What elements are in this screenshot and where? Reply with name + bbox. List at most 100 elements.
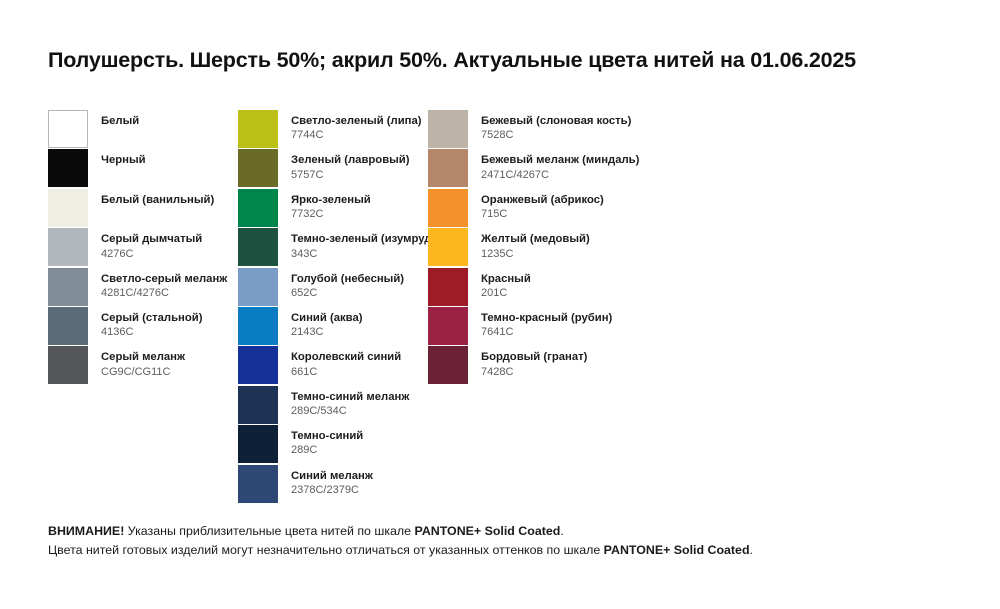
swatch-row: Белый — [48, 110, 238, 149]
footer-line-2: Цвета нитей готовых изделий могут незнач… — [48, 541, 958, 560]
page-title: Полушерсть. Шерсть 50%; акрил 50%. Актуа… — [48, 48, 856, 72]
swatch-name: Серый (стальной) — [101, 311, 203, 324]
color-chip — [238, 110, 278, 148]
swatch-pantone-code: 7641C — [481, 326, 514, 339]
color-chip — [428, 306, 468, 345]
color-chip — [238, 267, 278, 306]
footer-line-1-end: . — [560, 524, 564, 538]
swatch-name: Серый меланж — [101, 351, 186, 364]
swatch-row: Темно-синий меланж 289C/534C — [238, 385, 428, 425]
swatch-name: Бежевый (слоновая кость) — [481, 115, 632, 127]
swatch-pantone-code: 289C/534C — [291, 405, 347, 418]
swatch-name: Белый (ванильный) — [101, 193, 215, 206]
color-chip — [48, 267, 88, 306]
swatch-pantone-code: 7732C — [291, 208, 324, 221]
swatch-row: Синий меланж 2378C/2379C — [238, 464, 428, 504]
swatch-name: Синий (аква) — [291, 311, 363, 324]
swatch-name: Серый дымчатый — [101, 233, 203, 246]
footer-notice: ВНИМАНИЕ! Указаны приблизительные цвета … — [48, 522, 958, 560]
swatch-labels: Черный — [101, 149, 146, 167]
swatch-pantone-code: 201C — [481, 286, 508, 299]
column-neutrals: Белый Черный Белый (ванильный) Серый дымчат… — [48, 110, 238, 386]
swatch-labels: Серый дымчатый 4276C — [101, 228, 202, 260]
swatch-labels: Светло-зеленый (липа) 7744C — [291, 110, 422, 142]
swatch-name: Темно-красный (рубин) — [481, 311, 613, 324]
color-chip — [48, 188, 88, 227]
swatch-row: Светло-зеленый (липа) 7744C — [238, 110, 428, 149]
color-chip — [48, 306, 88, 345]
swatch-pantone-code: 5757C — [291, 168, 324, 181]
color-chip — [238, 188, 278, 227]
swatch-row: Голубой (небесный) 652C — [238, 267, 428, 307]
swatch-name: Темно-синий меланж — [291, 390, 410, 403]
footer-line-1-text: Указаны приблизительные цвета нитей по ш… — [124, 524, 415, 538]
swatch-row: Ярко-зеленый 7732C — [238, 188, 428, 228]
swatch-row: Желтый (медовый) 1235C — [428, 228, 728, 267]
swatch-pantone-code: 4276C — [101, 247, 134, 260]
swatch-name: Бордовый (гранат) — [481, 351, 588, 364]
swatch-labels: Синий меланж 2378C/2379C — [291, 465, 373, 497]
color-chip — [48, 346, 88, 385]
swatch-name: Королевский синий — [291, 351, 402, 364]
color-chip — [428, 267, 468, 306]
swatch-pantone-code: 2378C/2379C — [291, 483, 359, 496]
color-chip — [238, 228, 278, 267]
swatch-pantone-code: 7528C — [481, 129, 514, 142]
swatch-row: Темно-синий 289C — [238, 425, 428, 464]
swatch-name: Голубой (небесный) — [291, 272, 405, 285]
swatch-labels: Бордовый (гранат) 7428C — [481, 346, 587, 378]
swatch-pantone-code: 343C — [291, 247, 318, 260]
swatch-pantone-code: 4136C — [101, 326, 134, 339]
swatch-labels: Белый — [101, 110, 139, 128]
swatch-pantone-code: 652C — [291, 286, 318, 299]
swatch-name: Красный — [481, 272, 531, 285]
swatch-name: Зеленый (лавровый) — [291, 154, 410, 167]
color-chip — [238, 464, 278, 503]
swatch-labels: Бежевый меланж (миндаль) 2471C/4267C — [481, 149, 639, 181]
swatch-row: Темно-красный (рубин) 7641C — [428, 306, 728, 346]
swatch-labels: Серый (стальной) 4136C — [101, 307, 203, 339]
swatch-labels: Светло-серый меланж 4281C/4276C — [101, 268, 227, 300]
swatch-pantone-code: 7744C — [291, 129, 324, 142]
footer-line-2-text: Цвета нитей готовых изделий могут незнач… — [48, 543, 604, 558]
color-chip — [428, 188, 468, 227]
swatch-row: Серый (стальной) 4136C — [48, 306, 238, 346]
swatch-columns: Белый Черный Белый (ванильный) Серый дымчат… — [48, 110, 968, 504]
color-chip — [428, 228, 468, 267]
swatch-row: Королевский синий 661C — [238, 346, 428, 385]
swatch-row: Бордовый (гранат) 7428C — [428, 346, 728, 385]
swatch-row: Бежевый (слоновая кость) 7528C — [428, 110, 728, 149]
swatch-pantone-code: 1235C — [481, 247, 514, 260]
swatch-row: Синий (аква) 2143C — [238, 306, 428, 346]
column-greens-blues: Светло-зеленый (липа) 7744C Зеленый (лавро… — [238, 110, 435, 504]
swatch-pantone-code: 661C — [291, 365, 318, 378]
swatch-labels: Темно-зеленый (изумруд) 343C — [291, 228, 435, 260]
swatch-row: Черный — [48, 149, 238, 188]
column-warm-reds: Бежевый (слоновая кость) 7528C Бежевый мел… — [428, 110, 728, 386]
swatch-row: Светло-серый меланж 4281C/4276C — [48, 267, 238, 307]
swatch-row: Белый (ванильный) — [48, 188, 238, 228]
color-chip — [48, 110, 88, 148]
swatch-row: Серый меланж CG9C/CG11C — [48, 346, 238, 385]
swatch-name: Синий меланж — [291, 469, 373, 482]
color-chip — [238, 425, 278, 464]
swatch-labels: Синий (аква) 2143C — [291, 307, 363, 339]
color-chip — [48, 149, 88, 188]
color-chip — [238, 385, 278, 424]
swatch-row: Оранжевый (абрикос) 715C — [428, 188, 728, 228]
swatch-labels: Желтый (медовый) 1235C — [481, 228, 590, 260]
swatch-labels: Ярко-зеленый 7732C — [291, 189, 371, 221]
swatch-labels: Белый (ванильный) — [101, 189, 214, 207]
swatch-pantone-code: 7428C — [481, 365, 514, 378]
color-chip — [238, 346, 278, 385]
swatch-labels: Темно-синий 289C — [291, 425, 363, 457]
color-chip — [238, 306, 278, 345]
pantone-brand-2: PANTONE+ Solid Coated — [603, 543, 750, 558]
swatch-labels: Оранжевый (абрикос) 715C — [481, 189, 604, 221]
swatch-name: Светло-серый меланж — [101, 272, 228, 285]
color-chip — [428, 149, 468, 188]
swatch-name: Белый — [101, 115, 140, 127]
color-chip — [238, 149, 278, 188]
swatch-row: Зеленый (лавровый) 5757C — [238, 149, 428, 188]
